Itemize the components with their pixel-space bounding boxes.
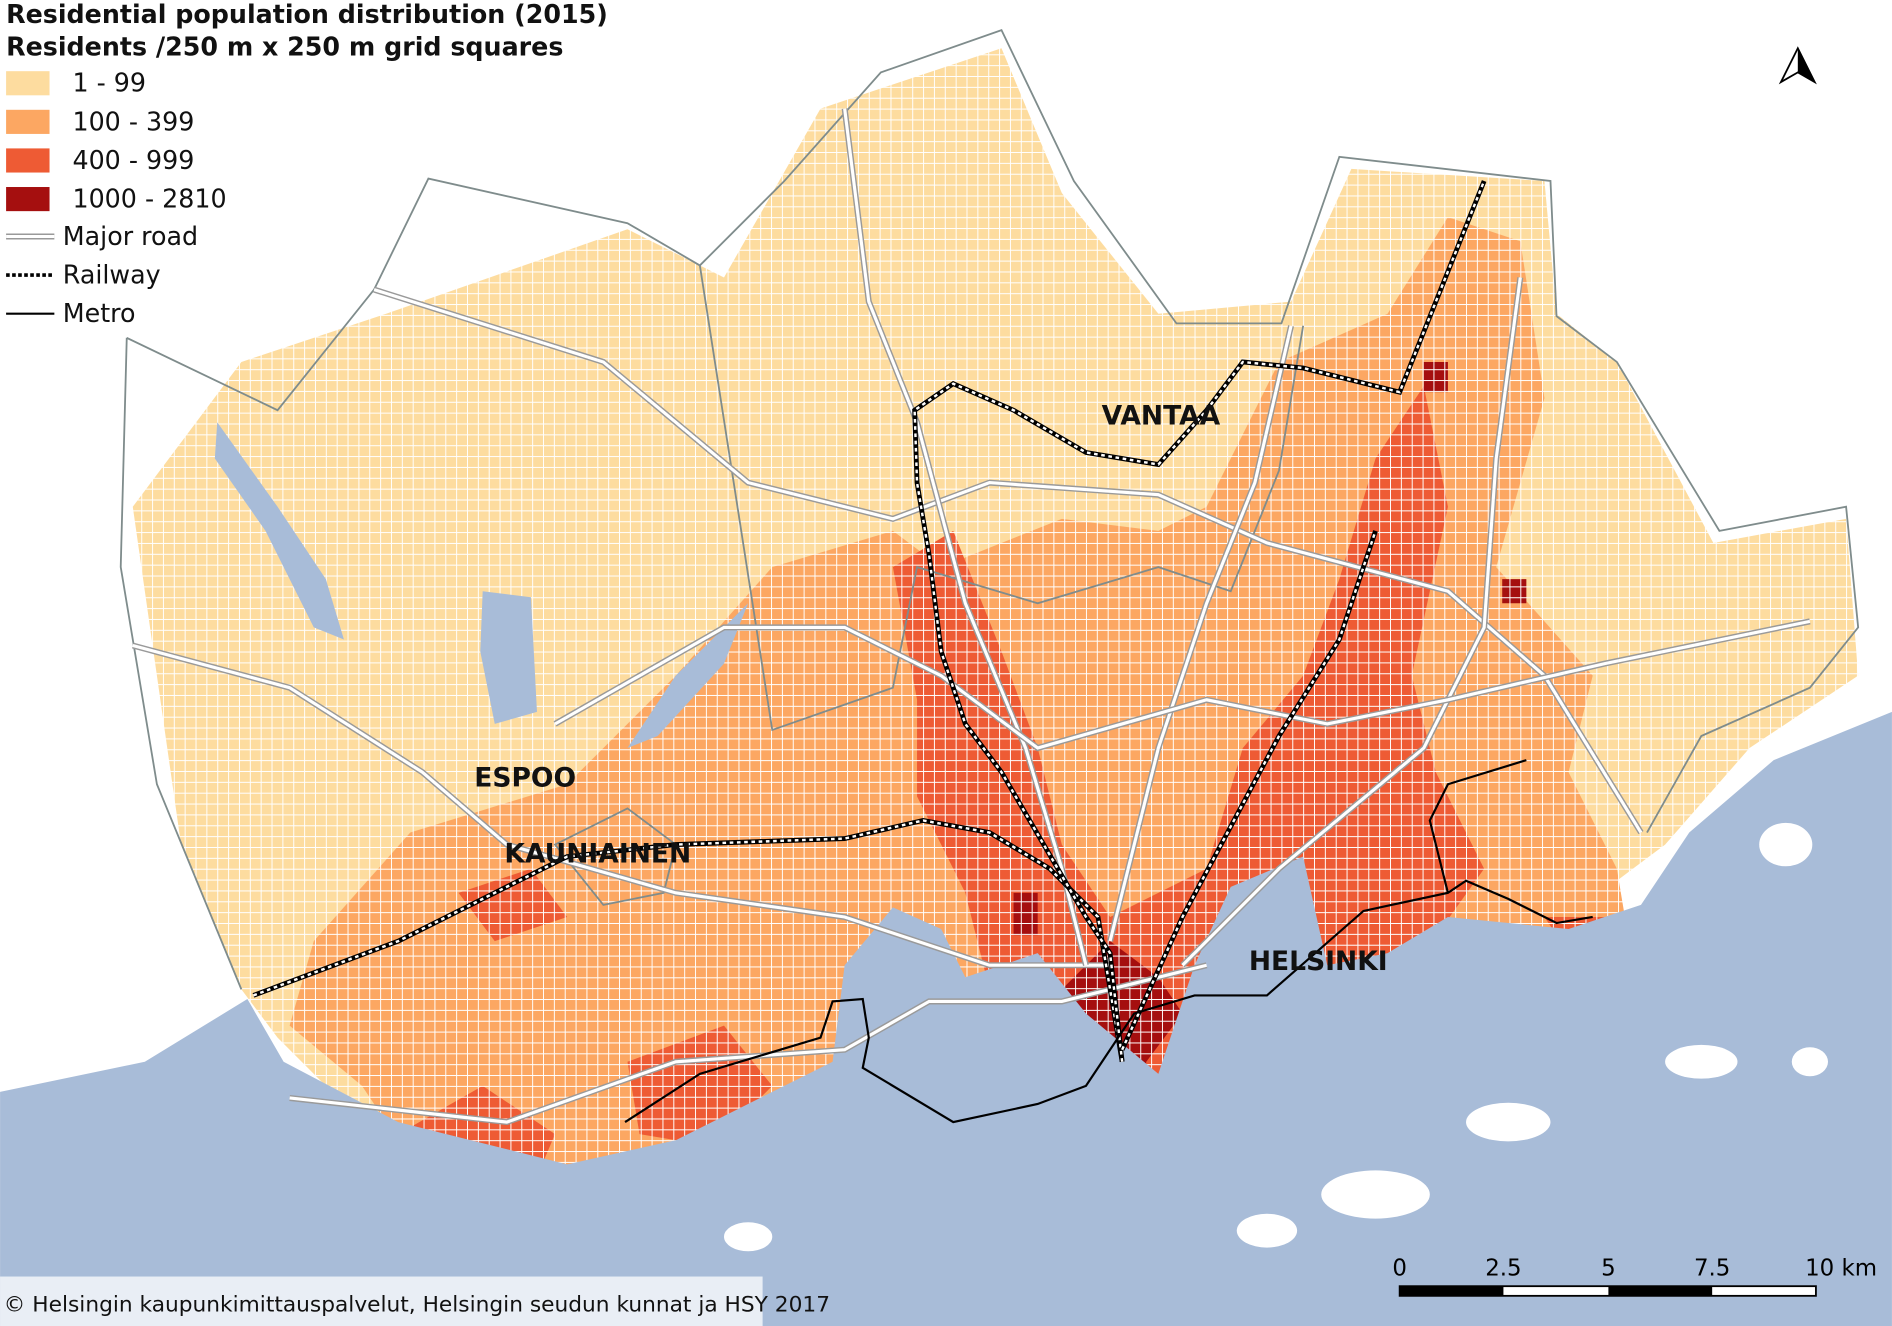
boundary — [553, 807, 677, 906]
legend-label: Major road — [63, 221, 198, 251]
legend-swatch — [6, 187, 50, 212]
road — [373, 288, 1643, 834]
roads — [132, 108, 1811, 1126]
lake — [214, 422, 344, 640]
road — [843, 108, 1088, 966]
scale-label: 5 — [1601, 1255, 1616, 1281]
legend-swatch — [6, 71, 50, 96]
island — [1321, 1170, 1430, 1219]
sea — [0, 711, 1892, 1326]
island — [723, 1222, 773, 1252]
legend-swatch — [6, 109, 50, 134]
credit: © Helsingin kaupunkimittauspalvelut, Hel… — [4, 1293, 830, 1318]
place-label: HELSINKI — [1249, 946, 1388, 977]
legend-label: 1000 - 2810 — [72, 184, 226, 214]
road — [554, 619, 1811, 750]
legend-label: Metro — [63, 298, 136, 328]
scale-bar: 0 2.5 5 7.5 10 km — [1392, 1255, 1877, 1297]
lake — [480, 591, 537, 724]
boundary — [698, 265, 1305, 732]
lake — [627, 603, 749, 749]
boundaries — [119, 29, 1860, 990]
legend-label: 1 - 99 — [72, 68, 146, 98]
boundary — [119, 29, 1860, 990]
legend: 1 - 99 100 - 399 400 - 999 1000 - 2810 M… — [6, 68, 227, 328]
island — [1236, 1213, 1298, 1248]
map-subtitle: Residents /250 m x 250 m grid squares — [6, 32, 563, 62]
islands — [723, 822, 1828, 1252]
railway — [1121, 530, 1377, 1051]
legend-label: 100 - 399 — [72, 106, 194, 136]
scale-label: 2.5 — [1485, 1255, 1521, 1281]
map-title: Residential population distribution (201… — [6, 0, 608, 29]
road — [1108, 325, 1293, 942]
scale-label: 7.5 — [1694, 1255, 1730, 1281]
metro — [624, 759, 1593, 1124]
credit-box — [0, 1276, 763, 1326]
island — [1665, 1044, 1738, 1079]
scale-label: 10 km — [1805, 1255, 1877, 1281]
legend-label: Railway — [63, 260, 161, 290]
place-label: VANTAA — [1102, 401, 1221, 432]
island — [1466, 1102, 1551, 1142]
road — [1181, 277, 1522, 967]
road — [132, 643, 1111, 967]
scale-bar-segment — [1608, 1286, 1713, 1296]
place-label: ESPOO — [474, 763, 576, 794]
scale-label: 0 — [1392, 1255, 1407, 1281]
railway — [913, 180, 1486, 1062]
place-label: KAUNIAINEN — [504, 839, 691, 870]
water — [0, 422, 1892, 1326]
legend-swatch — [6, 148, 50, 173]
island — [1791, 1047, 1828, 1077]
legend-label: 400 - 999 — [72, 145, 194, 175]
railways — [252, 180, 1487, 1063]
scale-bar-segment — [1399, 1286, 1504, 1296]
island — [1759, 822, 1813, 867]
road — [289, 963, 1207, 1124]
